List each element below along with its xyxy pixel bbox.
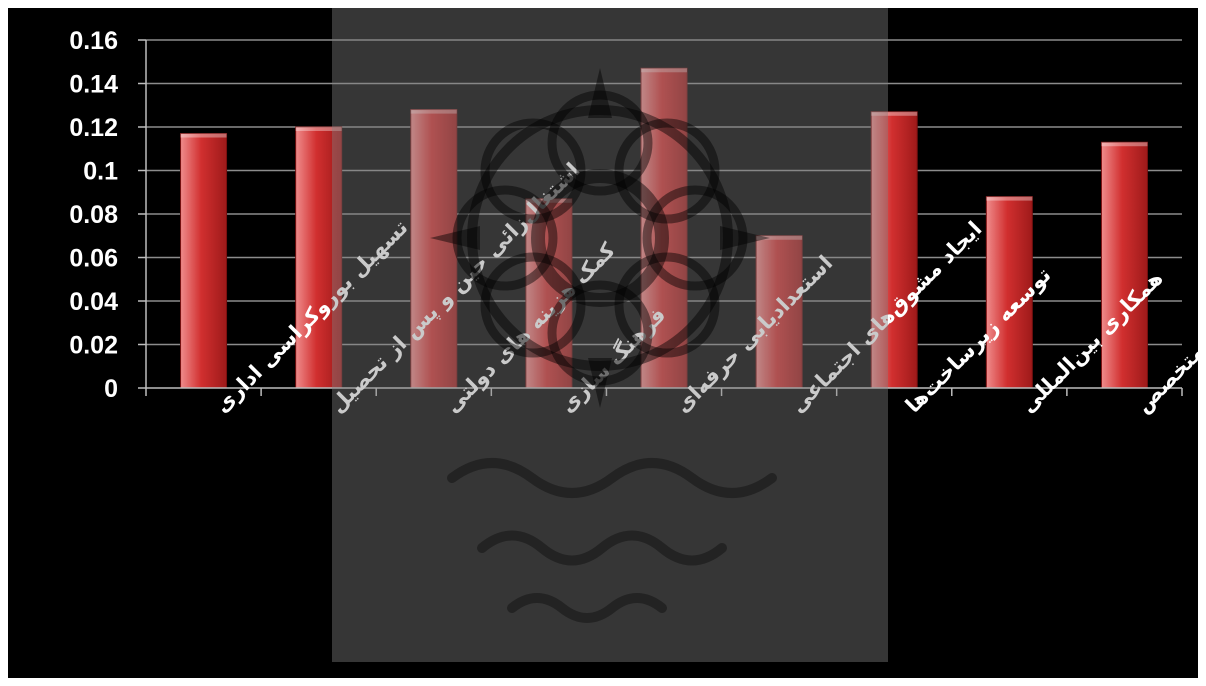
bar <box>295 126 343 389</box>
y-tick-label: 0.06 <box>69 245 118 273</box>
bar-highlight <box>871 111 918 116</box>
bar-highlight <box>641 68 687 73</box>
bar <box>870 111 918 389</box>
bar <box>525 198 573 389</box>
watermark-emblem <box>430 68 777 623</box>
y-tick-labels: 0 0.02 0.04 0.06 0.08 0.1 0.12 0.14 0.16 <box>69 27 118 403</box>
bars <box>180 67 1148 389</box>
bar <box>755 235 803 389</box>
y-tick-label: 0 <box>104 375 118 403</box>
y-tick-label: 0.16 <box>69 27 118 55</box>
bar <box>1100 141 1148 389</box>
axes <box>138 39 1183 396</box>
bar-highlight <box>525 198 572 203</box>
bar-highlight <box>986 196 1033 201</box>
bar-highlight <box>295 127 342 131</box>
bar <box>640 67 688 389</box>
watermark-overlay <box>332 8 888 662</box>
y-tick-label: 0.12 <box>69 114 118 142</box>
bar-highlight <box>1101 142 1148 147</box>
bar-highlight <box>410 109 457 114</box>
bar-highlight <box>756 235 803 240</box>
y-tick-label: 0.04 <box>69 288 118 316</box>
bar <box>985 196 1033 389</box>
y-tick-label: 0.1 <box>83 158 118 186</box>
bar <box>180 133 228 389</box>
y-tick-label: 0.14 <box>69 71 118 99</box>
bar-highlight <box>180 133 227 138</box>
y-tick-label: 0.02 <box>69 332 118 360</box>
y-tick-label: 0.08 <box>69 201 118 229</box>
